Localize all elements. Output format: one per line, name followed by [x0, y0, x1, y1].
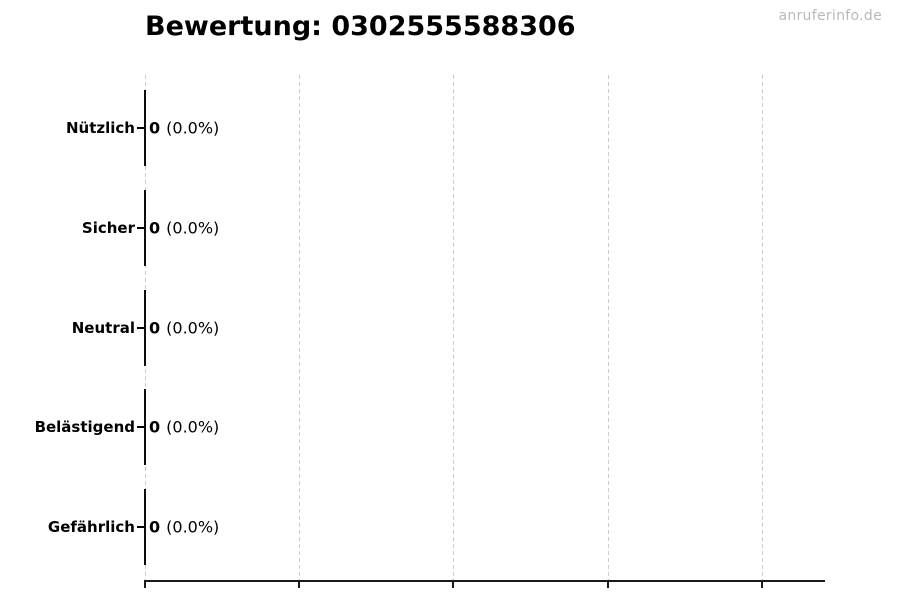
zero-value-bar	[144, 289, 146, 366]
value-percent: (0.0%)	[166, 218, 220, 238]
category-label: Gefährlich	[47, 518, 135, 537]
zero-value-bar	[144, 489, 146, 566]
y-axis-tick	[137, 226, 145, 229]
value-count: 0	[149, 118, 161, 138]
value-percent: (0.0%)	[166, 417, 220, 437]
value-count: 0	[149, 517, 161, 537]
value-count: 0	[149, 417, 161, 437]
category-row: Gefährlich 0 (0.0%)	[0, 489, 900, 566]
y-axis-tick	[137, 127, 145, 129]
category-row: Nützlich 0 (0.0%)	[0, 90, 900, 166]
gridline	[608, 75, 609, 580]
category-label: Belästigend	[34, 418, 135, 437]
gridline	[453, 75, 454, 580]
y-axis-tick	[137, 426, 145, 429]
x-axis-tick	[452, 582, 454, 588]
watermark: anruferinfo.de	[778, 8, 882, 24]
category-row: Sicher 0 (0.0%)	[0, 189, 900, 266]
bar-annotation: 0 (0.0%)	[149, 218, 219, 237]
chart-title: Bewertung: 0302555588306	[145, 11, 576, 42]
value-count: 0	[149, 218, 161, 238]
zero-value-bar	[144, 389, 146, 466]
bar-annotation: 0 (0.0%)	[149, 518, 219, 537]
category-label: Neutral	[71, 318, 135, 337]
zero-value-bar	[144, 189, 146, 266]
x-axis-tick	[761, 582, 763, 588]
x-axis-tick	[144, 582, 146, 588]
x-axis-tick	[607, 582, 609, 588]
x-axis-tick	[298, 582, 300, 588]
category-row: Neutral 0 (0.0%)	[0, 289, 900, 366]
value-count: 0	[149, 318, 161, 338]
value-percent: (0.0%)	[166, 318, 220, 338]
gridline	[762, 75, 763, 580]
value-percent: (0.0%)	[166, 118, 220, 138]
x-axis-spine	[144, 580, 825, 582]
zero-value-bar	[144, 90, 146, 166]
bar-annotation: 0 (0.0%)	[149, 418, 219, 437]
y-axis-tick	[137, 526, 145, 529]
category-row: Belästigend 0 (0.0%)	[0, 389, 900, 466]
y-axis-tick	[137, 326, 145, 329]
bar-annotation: 0 (0.0%)	[149, 318, 219, 337]
category-label: Nützlich	[66, 119, 135, 137]
value-percent: (0.0%)	[166, 517, 220, 537]
category-label: Sicher	[81, 218, 135, 237]
bar-annotation: 0 (0.0%)	[149, 119, 219, 138]
gridline	[299, 75, 300, 580]
